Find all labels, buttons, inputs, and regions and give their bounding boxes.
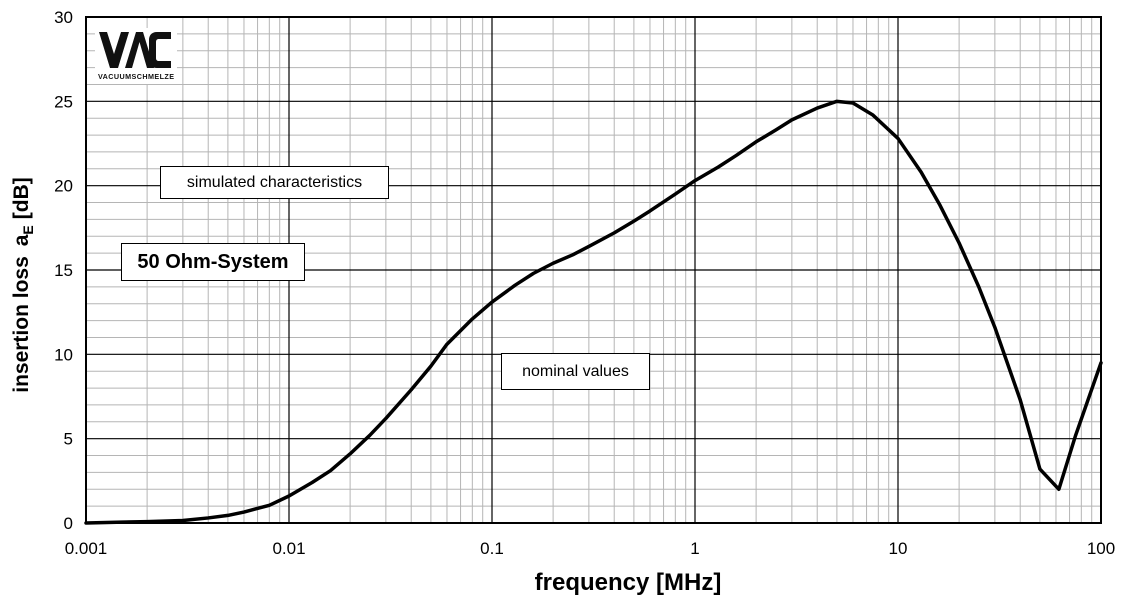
vac-logo-mark: VACUUMSCHMELZE bbox=[95, 28, 177, 84]
y-axis-title: insertion loss aE [dB] bbox=[10, 177, 36, 393]
x-tick-labels: 0.001 0.01 0.1 1 10 100 bbox=[65, 539, 1115, 558]
annotation-nominal-values: nominal values bbox=[501, 353, 650, 390]
y-tick-label: 25 bbox=[54, 92, 73, 111]
x-tick-label: 100 bbox=[1087, 539, 1115, 558]
y-axis-title-unit: [dB] bbox=[10, 177, 33, 219]
y-axis-title-main: insertion loss bbox=[10, 256, 33, 393]
x-tick-label: 10 bbox=[889, 539, 908, 558]
plot-frame bbox=[85, 16, 1102, 524]
vac-logo: VACUUMSCHMELZE bbox=[95, 28, 177, 84]
y-tick-label: 5 bbox=[64, 430, 73, 449]
x-tick-label: 1 bbox=[690, 539, 699, 558]
grid bbox=[85, 16, 1102, 524]
x-tick-label: 0.1 bbox=[480, 539, 504, 558]
y-tick-labels: 0 5 10 15 20 25 30 bbox=[54, 8, 73, 533]
x-tick-label: 0.001 bbox=[65, 539, 108, 558]
vac-logo-subtitle: VACUUMSCHMELZE bbox=[98, 72, 174, 81]
y-axis-title-subscript: E bbox=[20, 225, 36, 234]
annotation-50-ohm-system: 50 Ohm-System bbox=[121, 243, 305, 281]
y-tick-label: 20 bbox=[54, 177, 73, 196]
x-axis-title: frequency [MHz] bbox=[535, 569, 722, 596]
y-tick-label: 15 bbox=[54, 261, 73, 280]
y-tick-label: 10 bbox=[54, 345, 73, 364]
series-layer bbox=[84, 99, 1103, 525]
series-line-0 bbox=[84, 99, 1103, 525]
y-tick-label: 30 bbox=[54, 8, 73, 27]
x-tick-label: 0.01 bbox=[272, 539, 305, 558]
y-tick-label: 0 bbox=[64, 514, 73, 533]
y-axis-title-symbol: a bbox=[10, 234, 33, 246]
annotation-simulated-characteristics: simulated characteristics bbox=[160, 166, 389, 199]
